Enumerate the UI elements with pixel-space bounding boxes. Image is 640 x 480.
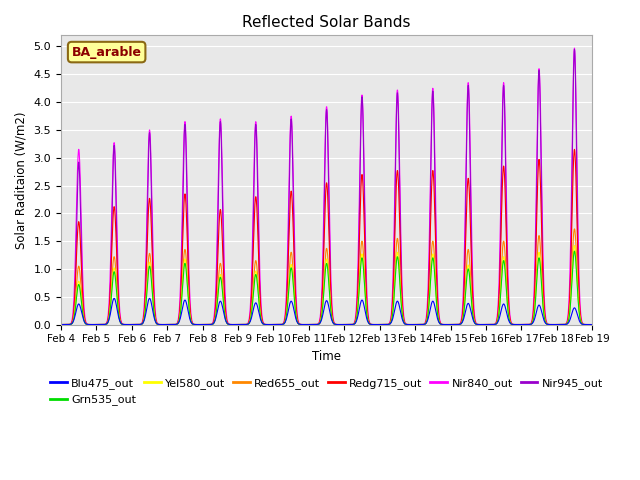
- Blu475_out: [110, 296, 118, 301]
- Yel580_out: [571, 243, 579, 249]
- Red655_out: [481, 322, 488, 327]
- Grn535_out: [556, 322, 564, 327]
- Line: Grn535_out: Grn535_out: [61, 251, 592, 324]
- Redg715_out: [205, 322, 213, 327]
- X-axis label: Time: Time: [312, 350, 341, 363]
- Grn535_out: [205, 322, 213, 327]
- Grn535_out: [342, 322, 349, 327]
- Nir840_out: [57, 322, 65, 327]
- Nir945_out: [57, 322, 65, 327]
- Nir945_out: [571, 47, 579, 52]
- Red655_out: [353, 309, 361, 314]
- Grn535_out: [57, 322, 65, 327]
- Yel580_out: [481, 322, 488, 327]
- Line: Blu475_out: Blu475_out: [61, 299, 592, 324]
- Y-axis label: Solar Raditaion (W/m2): Solar Raditaion (W/m2): [15, 111, 28, 249]
- Blu475_out: [541, 320, 549, 326]
- Grn535_out: [571, 248, 579, 254]
- Redg715_out: [342, 322, 349, 327]
- Grn535_out: [353, 311, 361, 317]
- Blu475_out: [481, 322, 489, 327]
- Nir840_out: [205, 322, 213, 327]
- Line: Nir840_out: Nir840_out: [61, 48, 592, 324]
- Nir945_out: [353, 303, 361, 309]
- Red655_out: [205, 322, 213, 327]
- Nir945_out: [541, 318, 549, 324]
- Title: Reflected Solar Bands: Reflected Solar Bands: [243, 15, 411, 30]
- Yel580_out: [342, 322, 349, 327]
- Blu475_out: [342, 322, 349, 327]
- Nir840_out: [571, 45, 579, 51]
- Yel580_out: [541, 318, 549, 324]
- Nir840_out: [556, 322, 564, 327]
- Red655_out: [342, 322, 349, 327]
- Redg715_out: [481, 322, 488, 327]
- Nir945_out: [588, 322, 596, 327]
- Nir840_out: [541, 310, 549, 315]
- Yel580_out: [556, 322, 564, 327]
- Line: Red655_out: Red655_out: [61, 229, 592, 324]
- Line: Nir945_out: Nir945_out: [61, 49, 592, 324]
- Blu475_out: [205, 322, 213, 327]
- Redg715_out: [541, 314, 549, 320]
- Nir945_out: [342, 322, 349, 327]
- Nir945_out: [481, 322, 488, 327]
- Yel580_out: [588, 322, 596, 327]
- Nir840_out: [481, 322, 488, 327]
- Red655_out: [541, 317, 549, 323]
- Line: Yel580_out: Yel580_out: [61, 246, 592, 324]
- Red655_out: [571, 226, 579, 232]
- Nir840_out: [353, 286, 361, 292]
- Redg715_out: [353, 298, 361, 304]
- Legend: Blu475_out, Grn535_out, Yel580_out, Red655_out, Redg715_out, Nir840_out, Nir945_: Blu475_out, Grn535_out, Yel580_out, Red6…: [45, 373, 607, 410]
- Blu475_out: [57, 322, 65, 327]
- Nir840_out: [342, 322, 349, 327]
- Nir840_out: [588, 322, 596, 327]
- Redg715_out: [57, 322, 65, 327]
- Blu475_out: [556, 322, 564, 327]
- Blu475_out: [354, 315, 362, 321]
- Redg715_out: [556, 322, 564, 327]
- Red655_out: [57, 322, 65, 327]
- Yel580_out: [205, 322, 213, 327]
- Red655_out: [556, 322, 564, 327]
- Grn535_out: [481, 322, 488, 327]
- Yel580_out: [353, 311, 361, 316]
- Yel580_out: [57, 322, 65, 327]
- Redg715_out: [571, 146, 579, 152]
- Text: BA_arable: BA_arable: [72, 46, 141, 59]
- Blu475_out: [588, 322, 596, 327]
- Nir945_out: [556, 322, 564, 327]
- Red655_out: [588, 322, 596, 327]
- Nir945_out: [205, 322, 213, 327]
- Line: Redg715_out: Redg715_out: [61, 149, 592, 324]
- Grn535_out: [541, 319, 549, 324]
- Grn535_out: [588, 322, 596, 327]
- Redg715_out: [588, 322, 596, 327]
